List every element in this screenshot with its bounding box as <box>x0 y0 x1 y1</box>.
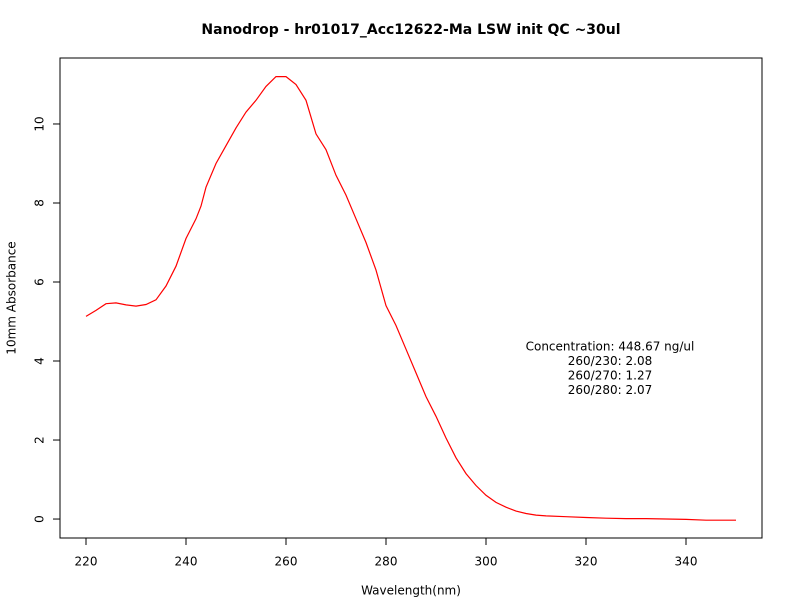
y-axis-label: 10mm Absorbance <box>5 241 19 354</box>
annotation: 260/270: 1.27 <box>568 369 652 383</box>
x-tick-label: 240 <box>175 555 198 569</box>
line <box>85 75 736 521</box>
annotation: Concentration: 448.67 ng/ul <box>526 340 695 354</box>
y-tick-label: 2 <box>33 436 47 444</box>
x-tick-label: 260 <box>275 555 298 569</box>
y-tick-label: 8 <box>33 199 47 207</box>
x-tick-label: 340 <box>675 555 698 569</box>
x-tick-label: 280 <box>375 555 398 569</box>
x-tick-label: 300 <box>475 555 498 569</box>
annotation: 260/280: 2.07 <box>568 383 652 397</box>
y-tick-label: 0 <box>33 515 47 523</box>
y-tick-label: 6 <box>33 278 47 286</box>
plot-box <box>59 57 763 539</box>
y-tick-label: 4 <box>33 357 47 365</box>
x-tick-label: 320 <box>575 555 598 569</box>
annotation: 260/230: 2.08 <box>568 354 652 368</box>
x-axis-label: Wavelength(nm) <box>361 584 461 598</box>
chart-title: Nanodrop - hr01017_Acc12622-Ma LSW init … <box>201 22 620 38</box>
x-tick-label: 220 <box>75 555 98 569</box>
y-tick-label: 10 <box>33 116 47 131</box>
